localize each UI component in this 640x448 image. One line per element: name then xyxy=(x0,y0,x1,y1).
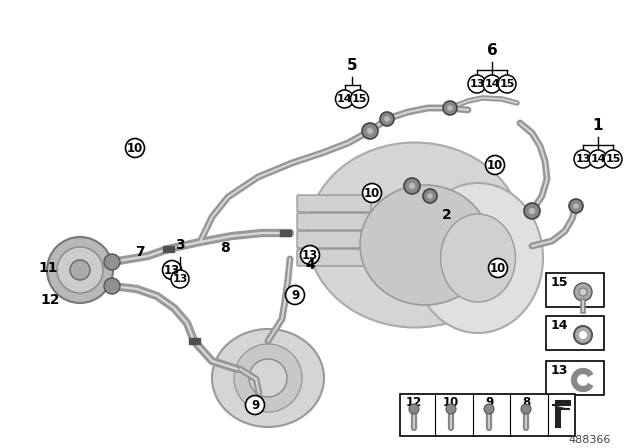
Text: 10: 10 xyxy=(127,142,143,155)
FancyBboxPatch shape xyxy=(297,231,371,248)
FancyBboxPatch shape xyxy=(297,249,371,266)
Circle shape xyxy=(409,404,419,414)
Text: 13: 13 xyxy=(302,249,318,262)
Text: 9: 9 xyxy=(485,396,493,409)
Circle shape xyxy=(57,247,103,293)
Ellipse shape xyxy=(413,183,543,333)
Text: 9: 9 xyxy=(291,289,299,302)
Circle shape xyxy=(285,285,305,305)
Circle shape xyxy=(423,189,437,203)
Circle shape xyxy=(335,90,353,108)
Circle shape xyxy=(104,254,120,270)
Circle shape xyxy=(589,150,607,168)
Text: 14: 14 xyxy=(590,154,606,164)
FancyBboxPatch shape xyxy=(297,195,371,212)
Text: 13: 13 xyxy=(575,154,591,164)
Text: 2: 2 xyxy=(442,208,452,222)
Text: 10: 10 xyxy=(443,396,459,409)
Circle shape xyxy=(234,344,302,412)
Circle shape xyxy=(604,150,622,168)
Bar xyxy=(280,230,291,236)
Text: 10: 10 xyxy=(487,159,503,172)
Circle shape xyxy=(246,396,264,414)
Text: 13: 13 xyxy=(469,79,484,89)
FancyBboxPatch shape xyxy=(546,273,604,307)
Text: 8: 8 xyxy=(522,396,530,409)
Text: 1: 1 xyxy=(593,117,604,133)
Text: 13: 13 xyxy=(164,263,180,276)
Circle shape xyxy=(301,246,319,264)
Text: 15: 15 xyxy=(551,276,568,289)
Circle shape xyxy=(486,155,504,175)
Text: 14: 14 xyxy=(484,79,500,89)
Text: 14: 14 xyxy=(551,319,568,332)
Circle shape xyxy=(446,404,456,414)
Circle shape xyxy=(70,260,90,280)
Circle shape xyxy=(404,178,420,194)
Ellipse shape xyxy=(307,142,522,327)
Ellipse shape xyxy=(440,214,515,302)
Text: 12: 12 xyxy=(40,293,60,307)
Circle shape xyxy=(362,184,381,202)
Text: 15: 15 xyxy=(605,154,621,164)
Text: 12: 12 xyxy=(406,396,422,409)
Circle shape xyxy=(428,193,433,199)
Circle shape xyxy=(249,359,287,397)
Ellipse shape xyxy=(360,185,490,305)
Circle shape xyxy=(443,101,457,115)
Circle shape xyxy=(579,288,587,296)
Text: 10: 10 xyxy=(490,262,506,275)
Bar xyxy=(189,338,200,344)
Circle shape xyxy=(163,260,182,280)
Circle shape xyxy=(104,278,120,294)
Circle shape xyxy=(484,404,494,414)
Circle shape xyxy=(380,112,394,126)
Circle shape xyxy=(574,326,592,344)
Circle shape xyxy=(529,208,535,214)
Circle shape xyxy=(573,203,579,209)
Circle shape xyxy=(47,237,113,303)
Circle shape xyxy=(483,75,501,93)
Circle shape xyxy=(362,123,378,139)
Circle shape xyxy=(579,331,587,339)
Polygon shape xyxy=(552,401,570,427)
Text: 4: 4 xyxy=(305,258,315,272)
Circle shape xyxy=(384,116,390,122)
Bar xyxy=(163,246,173,252)
Text: 10: 10 xyxy=(364,186,380,199)
Circle shape xyxy=(125,138,145,158)
Circle shape xyxy=(488,258,508,277)
Text: 13: 13 xyxy=(172,274,188,284)
FancyBboxPatch shape xyxy=(546,361,604,395)
Circle shape xyxy=(521,404,531,414)
Text: 5: 5 xyxy=(347,57,357,73)
Text: 15: 15 xyxy=(499,79,515,89)
Text: 6: 6 xyxy=(486,43,497,57)
FancyBboxPatch shape xyxy=(400,394,575,436)
Ellipse shape xyxy=(212,329,324,427)
Text: 488366: 488366 xyxy=(569,435,611,445)
Circle shape xyxy=(409,183,415,189)
Circle shape xyxy=(367,128,373,134)
Text: 9: 9 xyxy=(251,399,259,412)
FancyBboxPatch shape xyxy=(297,213,371,230)
Text: 14: 14 xyxy=(337,94,352,104)
Text: 3: 3 xyxy=(175,238,185,252)
Circle shape xyxy=(171,270,189,288)
Text: 7: 7 xyxy=(135,245,145,259)
Circle shape xyxy=(351,90,369,108)
Circle shape xyxy=(498,75,516,93)
Circle shape xyxy=(524,203,540,219)
Circle shape xyxy=(447,105,453,111)
Text: 8: 8 xyxy=(220,241,230,255)
Circle shape xyxy=(574,150,592,168)
Text: 15: 15 xyxy=(352,94,367,104)
Circle shape xyxy=(468,75,486,93)
Text: 13: 13 xyxy=(551,363,568,376)
FancyBboxPatch shape xyxy=(546,316,604,350)
Circle shape xyxy=(574,283,592,301)
Circle shape xyxy=(569,199,583,213)
Text: 11: 11 xyxy=(38,261,58,275)
